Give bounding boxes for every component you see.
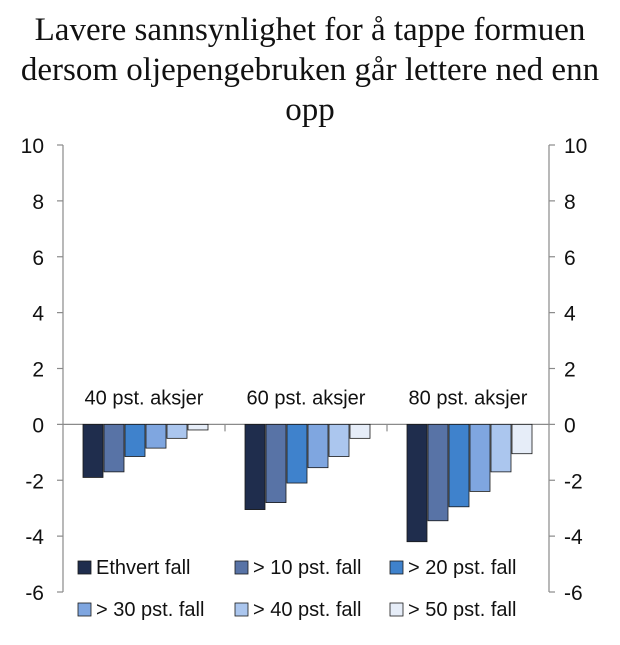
- bar: [490, 423, 512, 473]
- category-labels: 40 pst. aksjer 60 pst. aksjer 80 pst. aksj…: [85, 387, 528, 409]
- bar: [349, 423, 371, 439]
- y-tick-label-left: -4: [25, 526, 44, 549]
- y-tick-label-right: -6: [564, 582, 583, 605]
- chart-title-line-1: Lavere sannsynlighet for å tappe formuen: [34, 12, 586, 48]
- bar: [406, 423, 428, 543]
- category-label: 40 pst. aksjer: [85, 387, 204, 409]
- y-tick-label-right: 4: [564, 303, 576, 326]
- legend-swatch: [234, 602, 249, 617]
- bar: [448, 423, 470, 508]
- chart-title-line-2: dersom oljepengebruken går lettere ned e…: [20, 52, 600, 88]
- bar: [166, 423, 188, 439]
- chart-title: Lavere sannsynlighet for å tappe formuen…: [0, 10, 620, 130]
- legend-swatch: [77, 560, 92, 575]
- y-tick-label-right: -4: [564, 526, 583, 549]
- y-tick-label-right: -2: [564, 470, 583, 493]
- category-label: 80 pst. aksjer: [409, 387, 528, 409]
- legend-label: > 50 pst. fall: [408, 599, 516, 621]
- bar: [286, 423, 308, 484]
- bar: [511, 423, 533, 455]
- y-tick-label-left: -6: [25, 582, 44, 605]
- y-tick-label-left: 0: [32, 414, 44, 437]
- legend-swatch: [77, 602, 92, 617]
- y-tick-label-left: 2: [32, 359, 44, 382]
- y-tick-label-right: 2: [564, 359, 576, 382]
- legend-label: Ethvert fall: [96, 557, 190, 579]
- bar: [307, 423, 329, 469]
- y-tick-label-left: 4: [32, 303, 44, 326]
- legend-label: > 30 pst. fall: [96, 599, 204, 621]
- bar: [328, 423, 350, 457]
- bar: [124, 423, 146, 457]
- y-tick-label-left: 10: [21, 135, 44, 158]
- legend-label: > 40 pst. fall: [253, 599, 361, 621]
- y-tick-label-left: 8: [32, 191, 44, 214]
- legend: Ethvert fall > 10 pst. fall > 20 pst. fall…: [77, 557, 516, 621]
- chart-title-line-3: opp: [285, 92, 335, 128]
- legend-label: > 20 pst. fall: [408, 557, 516, 579]
- y-tick-label-left: 6: [32, 247, 44, 270]
- y-tick-label-right: 6: [564, 247, 576, 270]
- legend-swatch: [234, 560, 249, 575]
- legend-swatch: [389, 602, 404, 617]
- bar: [469, 423, 491, 492]
- legend-label: > 10 pst. fall: [253, 557, 361, 579]
- bar: [427, 423, 449, 522]
- y-tick-label-left: -2: [25, 470, 44, 493]
- bar: [103, 423, 125, 473]
- axes: 10 10 8 8 6 6 4 4 2 2 0 0 -2 -2 -4 -4 -6 -6: [21, 135, 588, 605]
- category-label: 60 pst. aksjer: [247, 387, 366, 409]
- bar: [265, 423, 287, 503]
- bar: [145, 423, 167, 449]
- bar: [187, 423, 209, 431]
- bar-group: [82, 423, 533, 543]
- legend-swatch: [389, 560, 404, 575]
- bar: [244, 423, 266, 510]
- y-tick-label-right: 0: [564, 414, 576, 437]
- bar: [82, 423, 104, 478]
- y-tick-label-right: 10: [564, 135, 587, 158]
- y-tick-label-right: 8: [564, 191, 576, 214]
